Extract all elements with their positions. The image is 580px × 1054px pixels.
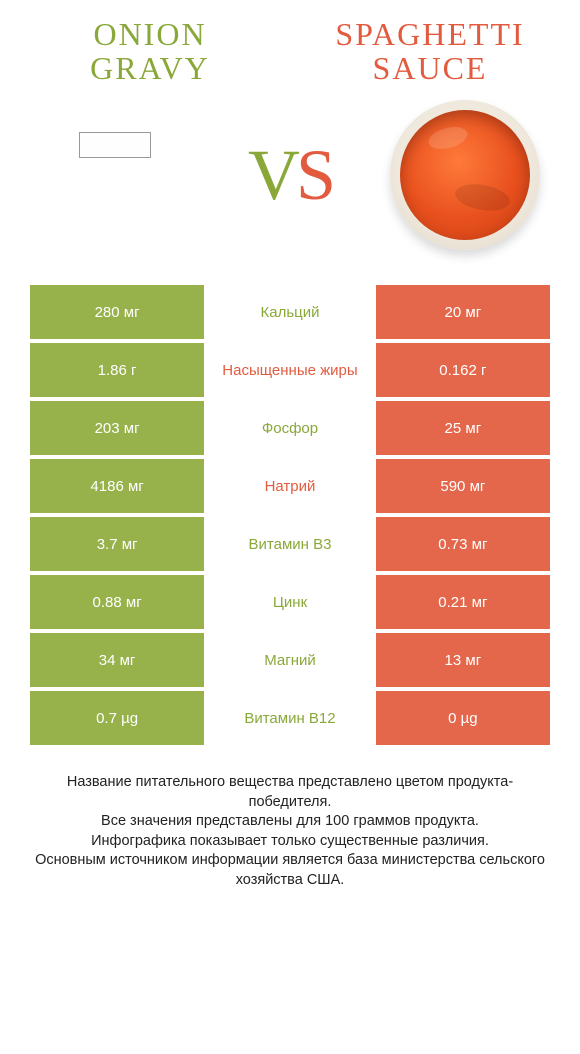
left-value: 0.7 µg (30, 691, 204, 745)
nutrient-label: Магний (204, 633, 376, 687)
right-value: 25 мг (376, 401, 550, 455)
left-value: 34 мг (30, 633, 204, 687)
table-row: 4186 мгНатрий590 мг (30, 459, 550, 513)
left-value: 3.7 мг (30, 517, 204, 571)
sauce-bowl-icon (390, 100, 540, 250)
right-value: 590 мг (376, 459, 550, 513)
left-value: 4186 мг (30, 459, 204, 513)
footer-line-3: Инфографика показывает только существенн… (28, 832, 552, 852)
left-value: 0.88 мг (30, 575, 204, 629)
header: Onion gravy Spaghetti sauce (0, 0, 580, 85)
left-value: 280 мг (30, 285, 204, 339)
right-value: 0.162 г (376, 343, 550, 397)
nutrient-label: Витамин B12 (204, 691, 376, 745)
nutrient-table: 280 мгКальций20 мг1.86 гНасыщенные жиры0… (30, 285, 550, 745)
table-row: 34 мгМагний13 мг (30, 633, 550, 687)
table-row: 1.86 гНасыщенные жиры0.162 г (30, 343, 550, 397)
footer-line-4: Основным источником информации является … (28, 851, 552, 890)
table-row: 0.88 мгЦинк0.21 мг (30, 575, 550, 629)
nutrient-label: Фосфор (204, 401, 376, 455)
right-value: 20 мг (376, 285, 550, 339)
vs-v: V (248, 135, 296, 215)
right-value: 0.73 мг (376, 517, 550, 571)
broken-image-icon (79, 132, 151, 158)
nutrient-label: Насыщенные жиры (204, 343, 376, 397)
right-value: 0.21 мг (376, 575, 550, 629)
nutrient-label: Цинк (204, 575, 376, 629)
nutrient-label: Натрий (204, 459, 376, 513)
hero: VS (0, 95, 580, 275)
right-value: 0 µg (376, 691, 550, 745)
footer-text: Название питательного вещества представл… (28, 773, 552, 890)
vs-s: S (296, 135, 332, 215)
right-product-title: Spaghetti sauce (320, 18, 540, 85)
right-product-image (385, 95, 545, 255)
footer-line-2: Все значения представлены для 100 граммо… (28, 812, 552, 832)
table-row: 3.7 мгВитамин B30.73 мг (30, 517, 550, 571)
left-product-title: Onion gravy (40, 18, 260, 85)
left-product-image (35, 95, 195, 255)
nutrient-label: Витамин B3 (204, 517, 376, 571)
table-row: 280 мгКальций20 мг (30, 285, 550, 339)
left-value: 203 мг (30, 401, 204, 455)
right-value: 13 мг (376, 633, 550, 687)
footer-line-1: Название питательного вещества представл… (28, 773, 552, 812)
nutrient-label: Кальций (204, 285, 376, 339)
table-row: 0.7 µgВитамин B120 µg (30, 691, 550, 745)
table-row: 203 мгФосфор25 мг (30, 401, 550, 455)
vs-label: VS (248, 134, 332, 217)
left-value: 1.86 г (30, 343, 204, 397)
